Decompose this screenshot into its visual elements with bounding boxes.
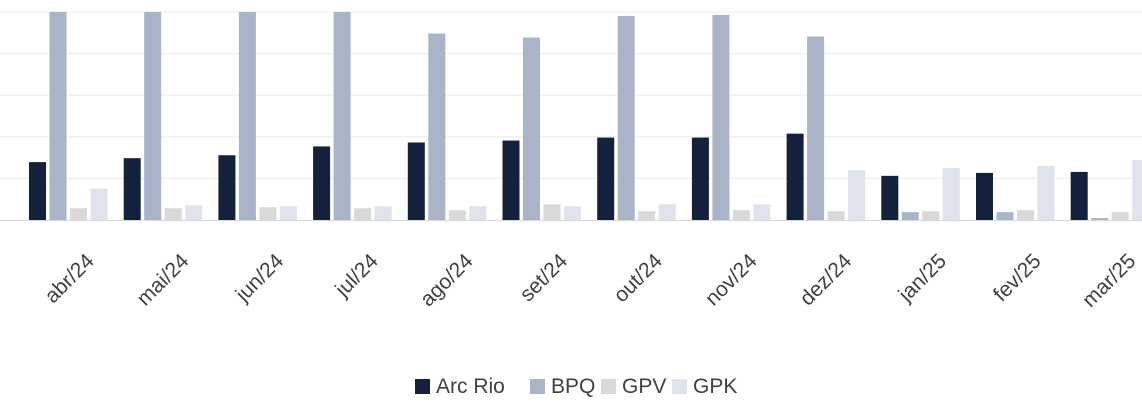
bar-gpv-mar-25: [1111, 212, 1129, 220]
bar-bpq-jul-24: [333, 12, 351, 220]
bar-arc-rio-abr-24: [29, 162, 46, 220]
bar-arc-rio-jan-25: [881, 175, 899, 220]
bar-gpv-dez-24: [827, 211, 845, 220]
bar-bpq-set-24: [523, 37, 540, 221]
bar-gpk-mar-25: [1132, 160, 1142, 220]
bar-gpv-fev-25: [1017, 210, 1034, 220]
legend-swatch-arc-rio: [415, 379, 430, 394]
legend: Arc Rio BPQ GPV GPK: [415, 375, 737, 398]
x-tick-label: jan/25: [894, 249, 951, 306]
bar-arc-rio-mai-24: [123, 158, 141, 220]
bar-gpk-fev-25: [1037, 166, 1055, 220]
bar-gpk-nov-24: [753, 204, 771, 220]
legend-label-arc-rio: Arc Rio: [436, 375, 505, 398]
bar-arc-rio-out-24: [597, 137, 615, 220]
bar-gpk-set-24: [564, 206, 581, 220]
legend-label-gpk: GPK: [693, 375, 737, 398]
x-tick-label: dez/24: [795, 249, 856, 310]
x-tick-label: ago/24: [416, 249, 478, 311]
legend-swatch-bpq: [530, 379, 545, 394]
bar-arc-rio-mar-25: [1070, 171, 1088, 220]
x-tick-label: jun/24: [231, 249, 289, 307]
bar-bpq-jan-25: [901, 212, 919, 220]
x-tick-label: out/24: [609, 249, 667, 307]
x-tick-label: mar/25: [1078, 249, 1140, 311]
x-tick-label: nov/24: [701, 249, 762, 310]
bar-gpv-jan-25: [922, 211, 940, 220]
bar-arc-rio-set-24: [502, 140, 520, 220]
gridlines: [0, 11, 1142, 179]
bar-bpq-abr-24: [49, 12, 67, 220]
bar-gpk-abr-24: [90, 188, 108, 220]
x-tick-label: fev/25: [989, 249, 1046, 306]
bar-gpk-ago-24: [469, 206, 487, 220]
bar-bpq-out-24: [617, 15, 635, 220]
x-tick-labels: abr/24 mai/24 jun/24 jul/24 ago/24 set/24 out/…: [40, 249, 1140, 312]
bar-bpq-fev-25: [996, 212, 1014, 220]
bar-arc-rio-ago-24: [407, 142, 425, 220]
x-tick-label: abr/24: [40, 249, 99, 308]
bar-bpq-mar-25: [1091, 218, 1109, 220]
legend-label-gpv: GPV: [622, 375, 666, 398]
bar-bpq-nov-24: [712, 14, 730, 221]
bar-bpq-ago-24: [428, 33, 446, 221]
bar-gpk-dez-24: [848, 169, 866, 220]
bar-gpv-ago-24: [448, 210, 466, 220]
x-tick-label: set/24: [515, 249, 572, 306]
bar-gpk-jun-24: [279, 206, 297, 220]
x-tick-label: mai/24: [133, 249, 194, 310]
bar-gpk-mai-24: [185, 205, 203, 220]
bar-gpv-nov-24: [732, 210, 750, 220]
bar-bpq-jun-24: [238, 12, 256, 220]
bar-gpv-set-24: [543, 204, 561, 220]
bar-arc-rio-jun-24: [218, 155, 236, 220]
bar-gpk-out-24: [658, 204, 676, 220]
x-tick-label: jul/24: [330, 249, 383, 302]
bar-arc-rio-jul-24: [313, 146, 331, 220]
bar-arc-rio-fev-25: [976, 172, 993, 220]
legend-label-bpq: BPQ: [551, 375, 595, 398]
bar-gpv-mai-24: [164, 208, 182, 220]
bar-gpk-jul-24: [374, 206, 392, 220]
bar-gpv-jul-24: [354, 208, 372, 220]
bar-gpk-jan-25: [942, 168, 960, 220]
legend-swatch-gpk: [672, 379, 687, 394]
bar-gpv-out-24: [638, 211, 656, 220]
bar-arc-rio-dez-24: [786, 133, 804, 220]
bar-gpv-abr-24: [70, 208, 87, 220]
bars: [29, 12, 1142, 221]
legend-swatch-gpv: [601, 379, 616, 394]
bar-gpv-jun-24: [259, 207, 277, 220]
bar-bpq-mai-24: [144, 12, 162, 220]
bar-arc-rio-nov-24: [691, 137, 709, 220]
bar-bpq-dez-24: [807, 36, 825, 220]
